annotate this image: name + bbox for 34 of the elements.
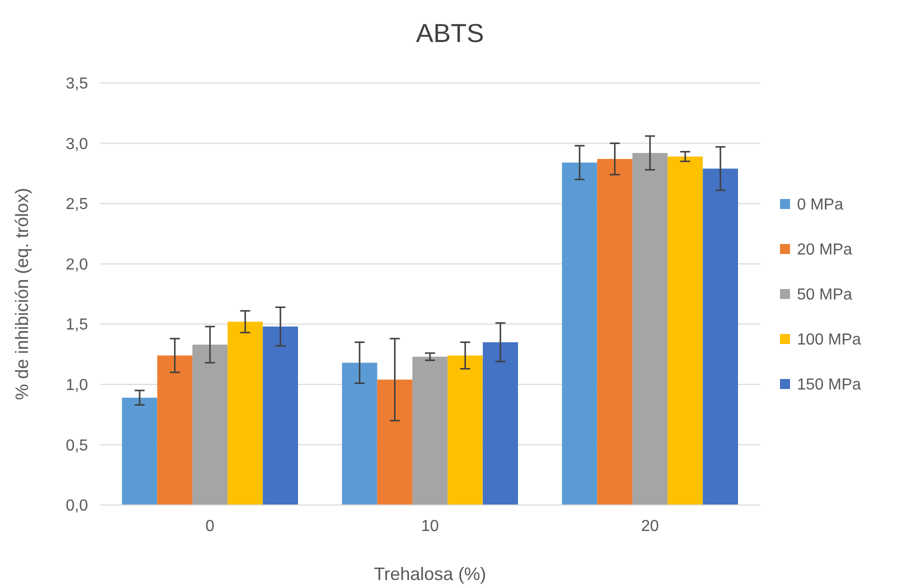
bar [562,162,598,505]
y-tick-label: 2,0 [66,256,88,274]
x-axis-title: Trehalosa (%) [374,564,486,584]
bar [632,152,668,505]
x-tick-label: 10 [421,518,439,535]
x-tick-label: 0 [206,518,215,535]
y-tick-label: 1,0 [66,377,88,394]
chart-title: ABTS [416,18,484,48]
bar [668,156,703,505]
legend-label: 150 MPa [797,376,862,394]
bar [702,168,738,505]
y-tick-label: 1,5 [66,316,88,334]
x-tick-label: 20 [641,518,659,535]
bar [262,326,298,505]
bar [482,342,518,505]
y-tick-label: 2,5 [66,196,88,214]
legend-label: 50 MPa [797,286,852,304]
y-tick-label: 3,5 [66,76,88,93]
y-tick-label: 0,5 [66,437,88,454]
bar [342,362,378,505]
bar [192,344,228,505]
bar [377,380,412,505]
legend-label: 0 MPa [797,196,844,214]
legend-label: 20 MPa [797,242,852,259]
bar [448,355,483,505]
y-tick-label: 3,0 [66,136,88,153]
bar [157,355,192,505]
legend-label: 100 MPa [797,332,862,349]
y-tick-label: 0,0 [66,498,88,515]
bar [228,322,263,505]
y-axis-title: % de inhibición (eq. trólox) [12,188,32,400]
bar [597,158,632,505]
bar [412,356,448,505]
bar [122,398,158,505]
